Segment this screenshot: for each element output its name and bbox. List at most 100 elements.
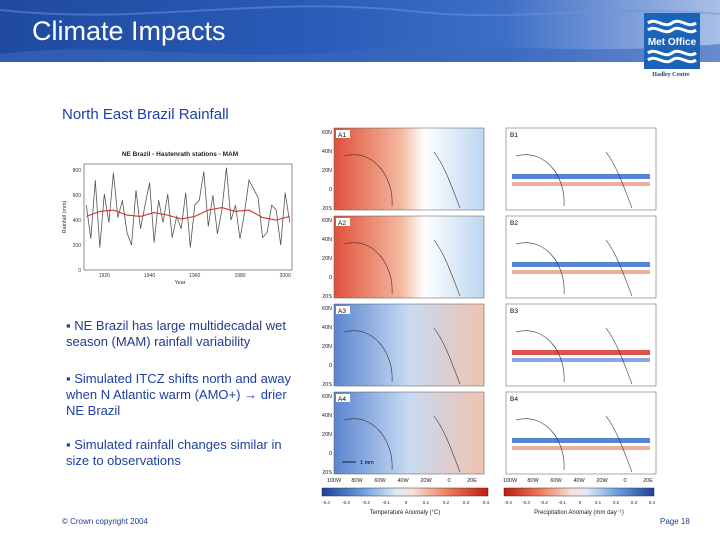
panel-label-a: A2 [338,220,346,227]
precipitation-tick: 0.4 [649,500,656,505]
coastline [343,151,461,209]
y-tick-label: 400 [73,218,82,224]
temperature-tick: -0.3 [342,500,350,505]
latitude-label: 60N [322,218,332,224]
panel-label-a: A3 [338,308,346,315]
itcz-band-secondary [512,182,650,186]
temperature-tick: 0.1 [423,500,430,505]
panel-label-a: A4 [338,396,346,403]
coastline [343,327,461,385]
longitude-label: 20W [420,478,432,484]
latitude-label: 20S [322,206,332,212]
panel-label-box [508,218,522,226]
latitude-label: 40N [322,325,332,331]
latitude-label: 20S [322,470,332,476]
latitude-label: 60N [322,306,332,312]
precipitation-tick: -0.1 [558,500,566,505]
rainfall-chart: NE Brazil - Hastenrath stations - MAM 0 20… [62,151,293,286]
panel-label-box [508,306,522,314]
itcz-band [512,350,650,355]
itcz-band-secondary [512,446,650,450]
bullet-3-text: Simulated rainfall changes similar in si… [66,437,282,468]
bullet-square-icon: ▪ [66,437,75,452]
page-title: Climate Impacts [32,16,226,46]
longitude-label: 80W [527,478,539,484]
x-tick-label: 1960 [189,273,200,279]
latitude-label: 40N [322,413,332,419]
itcz-band-secondary [512,270,650,274]
precipitation-map-panel [505,391,657,475]
precipitation-tick: -0.3 [522,500,530,505]
met-office-logo: Met Office [644,13,700,69]
itcz-band [512,174,650,179]
x-tick-label: 1980 [234,273,245,279]
temperature-caption: Temperature Anomaly (°C) [370,510,441,516]
x-tick-label: 1940 [144,273,155,279]
longitude-label: 100W [503,478,518,484]
anomaly-maps-figure: 60N 40N 20N 0 20S A1 B1 60N 40N 20N 0 20S A2 B2 60N 40N… [321,127,657,516]
temperature-tick: -0.4 [322,500,330,505]
longitude-label: 80W [351,478,363,484]
longitude-label: 40W [573,478,585,484]
y-tick-label: 600 [73,193,82,199]
section-subtitle: North East Brazil Rainfall [62,106,229,123]
panel-label-box [336,130,350,138]
itcz-band [512,262,650,267]
y-tick-label: 200 [73,243,82,249]
longitude-label: 0 [623,478,626,484]
panel-label-b: B4 [510,396,518,403]
longitude-label: 60W [550,478,562,484]
panel-label-b: B1 [510,132,518,139]
latitude-label: 40N [322,237,332,243]
latitude-label: 0 [329,451,332,457]
temperature-map-panel [333,303,485,387]
temperature-map-panel [333,215,485,299]
logo-subtitle: Hadley Centre [652,72,690,78]
longitude-label: 40W [397,478,409,484]
temperature-tick: 0.3 [463,500,470,505]
latitude-label: 20S [322,294,332,300]
latitude-label: 20N [322,256,332,262]
panel-label-box [336,218,350,226]
coastline [515,327,633,385]
coastline [515,239,633,297]
panel-label-box [336,306,350,314]
precipitation-caption: Precipitation Anomaly (mm day⁻¹) [534,510,624,516]
longitude-label: 20E [467,478,477,484]
y-axis-label: Rainfall (mm) [62,200,68,233]
precipitation-tick: 0.1 [595,500,602,505]
bullet-2: ▪ Simulated ITCZ shifts north and away w… [66,371,306,419]
smoothed-series-line [86,207,290,221]
latitude-label: 0 [329,363,332,369]
latitude-label: 60N [322,394,332,400]
coastline [515,415,633,473]
panel-label-a: A1 [338,132,346,139]
latitude-label: 20N [322,344,332,350]
coastline [515,151,633,209]
bullet-1-text: NE Brazil has large multidecadal wet sea… [66,318,286,349]
precipitation-tick: 0 [579,500,582,505]
coastline [343,415,461,473]
y-tick-label: 0 [78,268,81,274]
x-tick-label: 2000 [280,273,291,279]
copyright-notice: © Crown copyright 2004 [62,517,148,526]
itcz-band [512,438,650,443]
bullet-1: ▪ NE Brazil has large multidecadal wet s… [66,318,306,350]
temperature-colorbar: Temperature Anomaly (°C) [321,487,489,516]
precipitation-map-panel [505,303,657,387]
x-axis-label: Year [174,280,185,286]
panel-label-box [508,130,522,138]
temperature-tick: 0.4 [483,500,490,505]
x-tick-label: 1920 [99,273,110,279]
precipitation-tick: 0.2 [613,500,620,505]
bullet-square-icon: ▪ [66,318,75,333]
latitude-label: 40N [322,149,332,155]
precipitation-colorbar: Precipitation Anomaly (mm day⁻¹) [503,487,655,516]
panel-label-box [336,394,350,402]
precipitation-tick: 0.3 [631,500,638,505]
precipitation-map-panel [505,127,657,211]
y-tick-label: 800 [73,168,82,174]
temperature-map-panel [333,391,485,475]
temperature-tick: -0.2 [362,500,370,505]
latitude-label: 0 [329,275,332,281]
